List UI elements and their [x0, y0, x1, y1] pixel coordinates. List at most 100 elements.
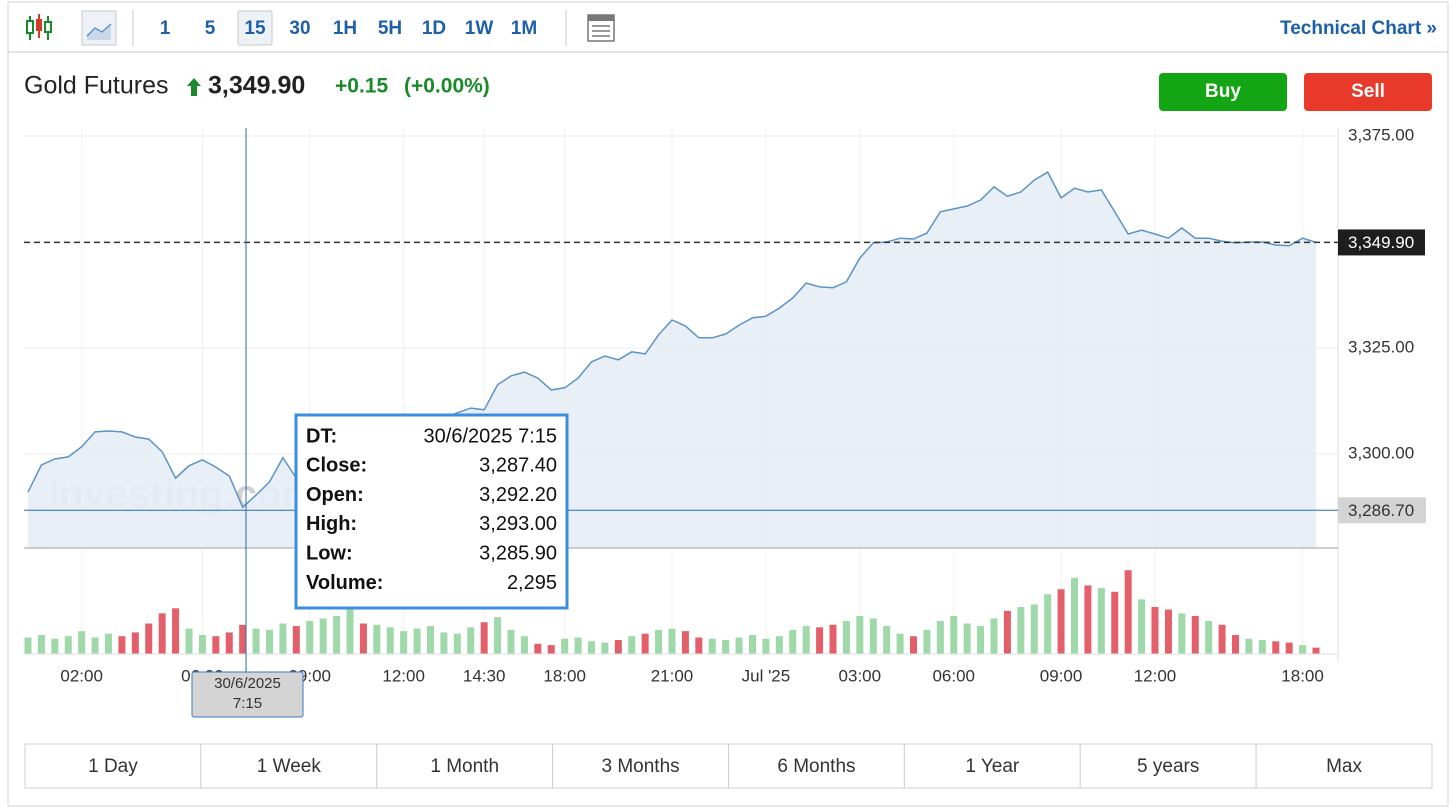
price-line [27, 171, 1317, 509]
volume-bar [1124, 570, 1132, 654]
volume-bar [1272, 641, 1280, 654]
sell-button[interactable] [1304, 73, 1432, 111]
candlestick-icon[interactable] [26, 14, 52, 40]
volume-bar [762, 638, 770, 654]
volume-bar [78, 631, 86, 654]
volume-bar [292, 626, 300, 654]
volume-bar [319, 618, 327, 654]
range-button-label[interactable]: 1 Day [88, 756, 138, 777]
range-button[interactable]: 3 Months [552, 743, 729, 789]
interval[interactable]: 1H [333, 18, 357, 39]
volume-bar [601, 642, 609, 654]
table-icon[interactable] [587, 14, 615, 42]
technical-chart-link[interactable]: Technical Chart » [1280, 18, 1437, 39]
range-button[interactable]: 1 Month [376, 743, 554, 789]
selected-interval-box [237, 10, 273, 46]
interval[interactable]: 30 [289, 18, 310, 39]
x-tick-label: 21:00 [651, 666, 694, 685]
volume-bar [1151, 607, 1159, 654]
sell-label[interactable]: Sell [1351, 81, 1385, 102]
range-button-box[interactable] [200, 743, 378, 789]
volume-bar [158, 613, 166, 654]
buy-button[interactable] [1159, 73, 1287, 111]
volume-bar [1178, 613, 1186, 654]
volume-bar [614, 640, 622, 654]
range-button-box[interactable] [552, 743, 729, 789]
volume-bar [346, 609, 354, 654]
range-button[interactable]: Max [1255, 743, 1433, 789]
volume-bar [185, 628, 193, 654]
volume-bar [816, 627, 824, 654]
volume-bar [722, 640, 730, 654]
volume-bar [279, 623, 287, 654]
interval[interactable]: 1M [511, 18, 537, 39]
volume-bar [1097, 587, 1105, 654]
x-tick-label: 14:30 [463, 666, 506, 685]
toolbar: 1 5 15 30 1H 5H 1D 1W 1M Technical Chart… [8, 10, 1448, 53]
volume-bar [520, 636, 528, 654]
range-button-label[interactable]: 3 Months [601, 756, 679, 777]
volume-bar [534, 643, 542, 654]
volume-bar [1138, 599, 1146, 654]
last-price-box [1338, 229, 1425, 256]
range-button-label[interactable]: Max [1326, 756, 1362, 777]
range-button[interactable]: 6 Months [728, 743, 905, 789]
volume-bar [1245, 638, 1253, 654]
volume-bar [869, 618, 877, 654]
range-button-label[interactable]: 1 Year [965, 756, 1020, 777]
tooltip-label: DT: [306, 425, 337, 447]
tooltip-label: Volume: [306, 572, 383, 594]
interval[interactable]: 5H [378, 18, 402, 39]
tooltip-value: 3,293.00 [479, 513, 557, 535]
range-button[interactable]: 1 Year [903, 743, 1081, 789]
range-button-label[interactable]: 5 years [1137, 756, 1199, 777]
volume-bar [923, 629, 931, 654]
range-button-label[interactable]: 6 Months [777, 756, 855, 777]
header: Gold Futures 3,349.90 +0.15 (+0.00%) Buy… [24, 72, 1432, 111]
volume-bar [427, 626, 434, 654]
volume-bar [440, 632, 448, 654]
tooltip-value: 3,285.90 [479, 542, 557, 564]
volume-bar [775, 636, 783, 654]
range-button[interactable]: 1 Day [24, 743, 202, 789]
range-button[interactable]: 1 Week [200, 743, 378, 789]
volume-bar [64, 636, 72, 654]
instrument-name: Gold Futures [24, 72, 169, 100]
range-button[interactable]: 5 years [1079, 743, 1257, 789]
volume-bar [400, 631, 408, 654]
range-button-box[interactable] [24, 743, 202, 789]
volume-bar [1312, 647, 1320, 654]
volume-bar [668, 628, 676, 654]
x-tick-label: 06:00 [932, 666, 975, 685]
volume-bar [802, 626, 810, 654]
volume-bar [977, 626, 985, 654]
volume-bar [359, 623, 367, 654]
tooltip-box [294, 413, 569, 610]
volume-bar [266, 629, 273, 654]
volume-bar [467, 627, 475, 654]
volume-bar [896, 633, 904, 654]
interval[interactable]: 1D [422, 18, 446, 39]
interval[interactable]: 1 [160, 18, 171, 39]
range-button-box[interactable] [1079, 743, 1257, 789]
buy-label[interactable]: Buy [1205, 81, 1241, 102]
volume-bar [628, 636, 636, 654]
volume-bar [749, 634, 756, 654]
volume-bar [1003, 610, 1011, 654]
interval[interactable]: 5 [205, 18, 216, 39]
tooltip-value: 2,295 [507, 572, 557, 594]
line-chart-icon[interactable] [81, 10, 117, 46]
volume-bar [1218, 624, 1226, 654]
volume-bar [1285, 642, 1293, 654]
range-button-label[interactable]: 1 Week [257, 756, 322, 777]
volume-bar [990, 618, 998, 654]
volume-bar [695, 637, 703, 654]
volume-bar [1205, 620, 1213, 654]
range-button-box[interactable] [1255, 743, 1433, 789]
volume-bar [963, 623, 971, 654]
x-tick-label: 18:00 [1281, 666, 1324, 685]
interval[interactable]: 15 [244, 18, 266, 39]
range-button-box[interactable] [903, 743, 1081, 789]
range-button-label[interactable]: 1 Month [430, 756, 499, 777]
interval[interactable]: 1W [465, 18, 494, 39]
